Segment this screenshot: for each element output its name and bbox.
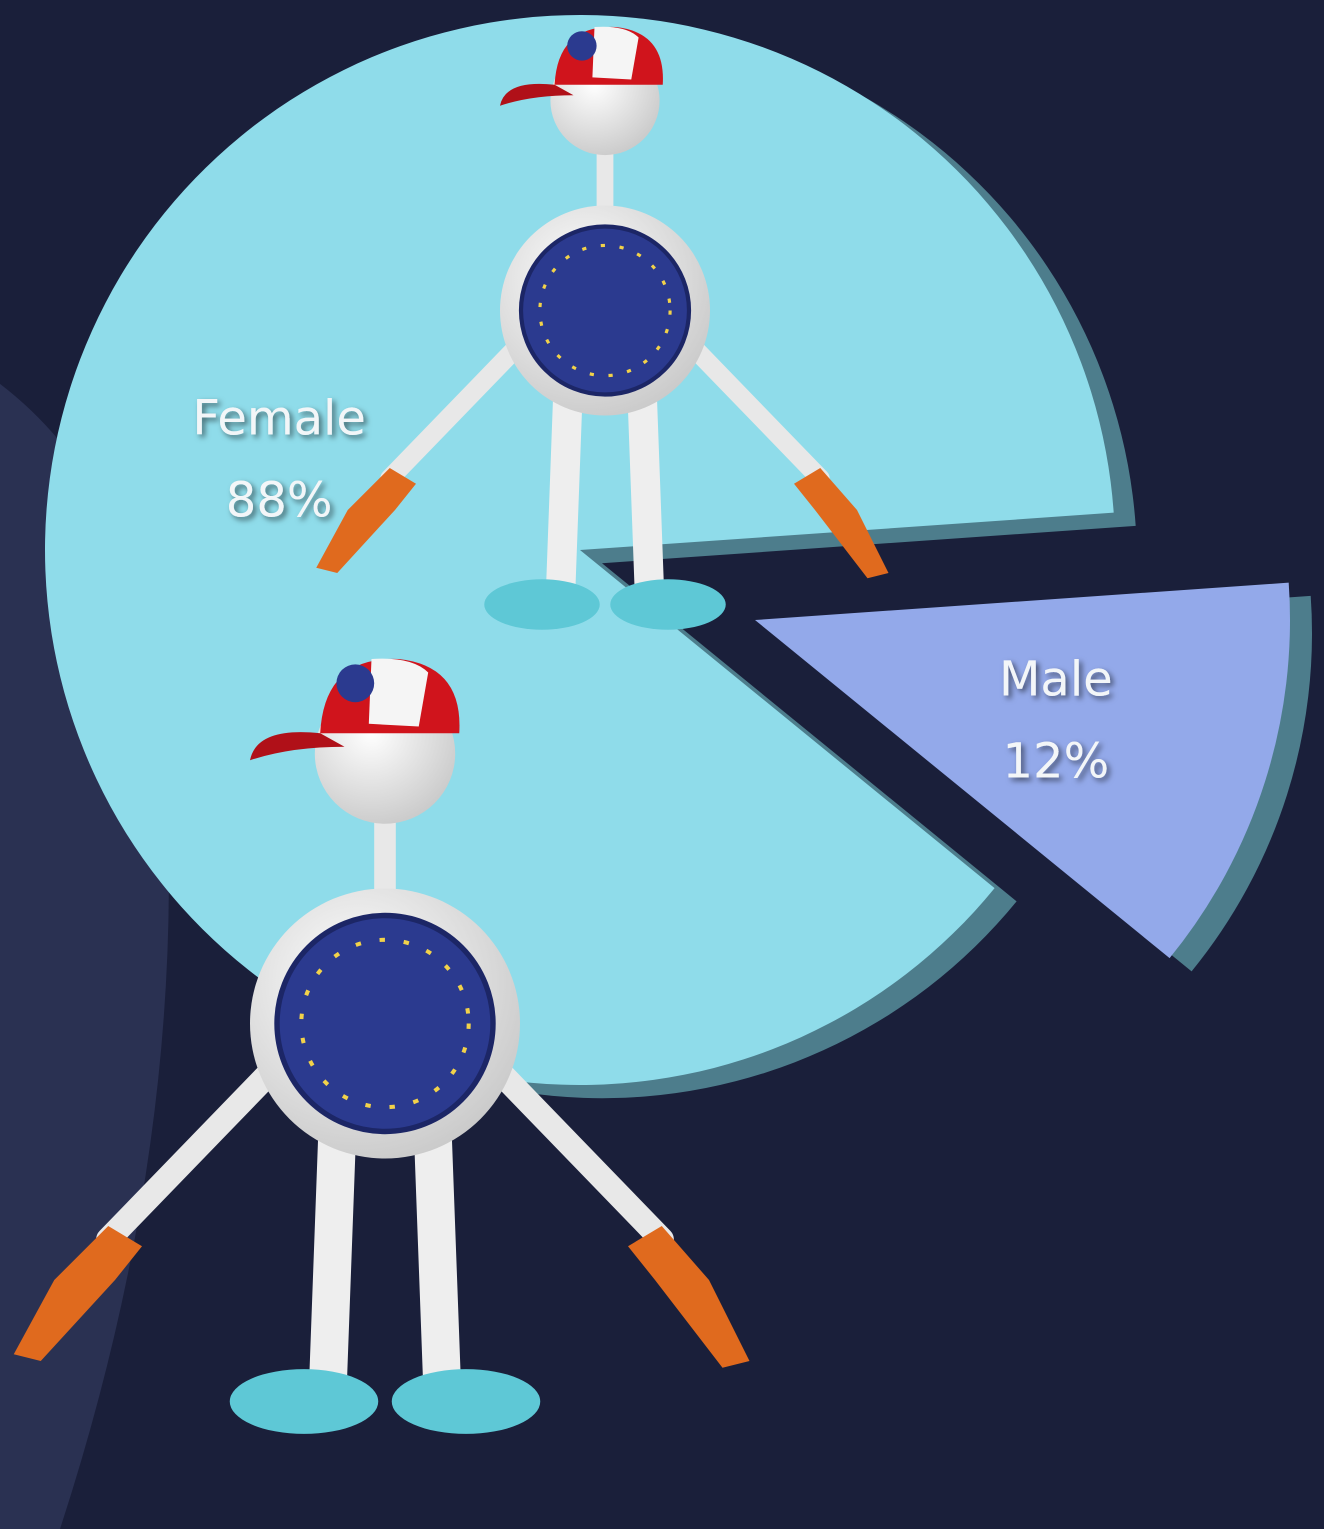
slice (45, 14, 1114, 1085)
slice-label: Female 88% (192, 391, 366, 529)
category-label: Female (192, 391, 366, 447)
labels: Male 12% Female 88% (192, 391, 1112, 790)
slice (755, 582, 1290, 959)
pie (45, 14, 1312, 1099)
value-label: 88% (226, 473, 333, 529)
category-label: Male (999, 651, 1113, 707)
value-label: 12% (1003, 733, 1110, 789)
slice-label: Male 12% (999, 651, 1113, 789)
